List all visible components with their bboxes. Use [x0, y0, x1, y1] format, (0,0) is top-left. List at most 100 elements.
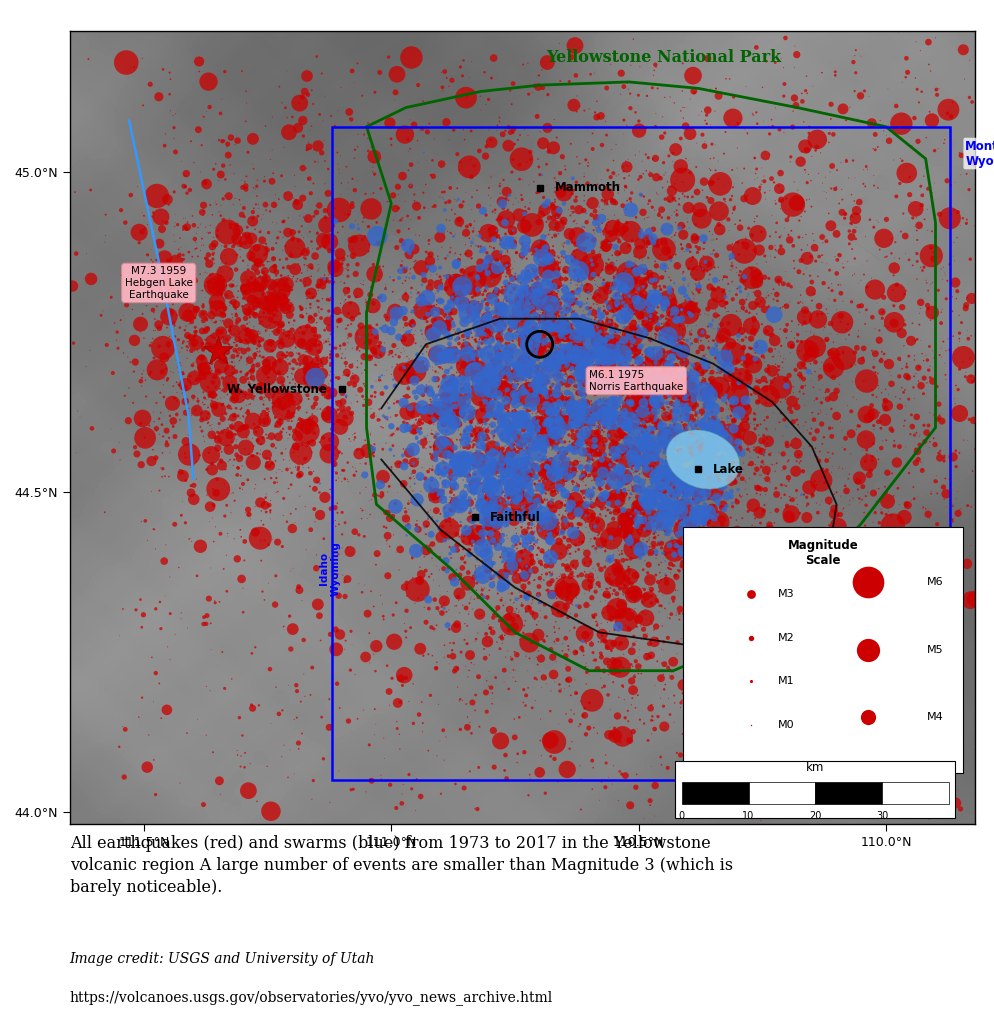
Point: [523, 540, 539, 556]
Point: [548, 465, 564, 481]
Point: [499, 342, 515, 358]
Point: [580, 300, 595, 316]
Point: [651, 503, 667, 519]
Point: [502, 414, 518, 430]
Point: [306, 328, 322, 344]
Point: [507, 430, 523, 446]
Point: [488, 293, 504, 309]
Point: [670, 386, 686, 402]
Point: [834, 293, 850, 309]
Point: [403, 327, 418, 343]
Point: [471, 531, 487, 548]
Point: [646, 447, 662, 464]
Point: [515, 395, 531, 412]
Point: [671, 386, 687, 402]
Point: [272, 289, 288, 305]
Point: [746, 406, 761, 422]
Point: [196, 797, 212, 813]
Point: [641, 571, 657, 588]
Point: [965, 218, 981, 234]
Point: [405, 313, 420, 330]
Point: [568, 98, 583, 115]
Point: [893, 360, 909, 377]
Point: [465, 529, 481, 546]
Point: [405, 456, 420, 472]
Point: [478, 525, 494, 542]
Point: [468, 308, 484, 325]
Point: [650, 414, 666, 430]
Point: [610, 503, 626, 519]
Point: [911, 217, 926, 233]
Point: [315, 273, 331, 290]
Point: [856, 643, 872, 659]
Point: [427, 485, 443, 502]
Point: [392, 694, 408, 711]
Point: [657, 526, 673, 543]
Point: [530, 643, 546, 659]
Point: [222, 341, 238, 357]
Point: [813, 228, 829, 245]
Point: [596, 400, 612, 417]
Point: [261, 296, 277, 312]
Point: [673, 376, 689, 392]
Point: [739, 347, 754, 364]
Point: [780, 679, 796, 695]
Point: [478, 339, 494, 355]
Point: [427, 452, 443, 468]
Point: [595, 371, 611, 387]
Point: [288, 584, 304, 600]
Point: [459, 327, 475, 343]
Point: [367, 356, 383, 373]
Point: [298, 360, 314, 377]
Point: [614, 659, 630, 676]
Point: [344, 196, 360, 212]
Point: [957, 215, 973, 231]
Point: [296, 377, 312, 393]
Point: [651, 597, 667, 613]
Point: [813, 65, 829, 81]
Point: [500, 544, 516, 560]
Point: [830, 246, 846, 262]
Point: [560, 445, 576, 462]
Point: [257, 275, 273, 292]
Point: [613, 394, 629, 411]
Point: [616, 392, 632, 409]
Point: [554, 370, 570, 386]
Point: [593, 626, 609, 642]
Point: [678, 484, 694, 501]
Point: [293, 411, 309, 427]
Point: [678, 431, 694, 447]
Point: [294, 436, 310, 453]
Point: [739, 350, 754, 367]
Point: [514, 383, 530, 399]
Point: [615, 486, 631, 503]
Point: [690, 229, 706, 246]
Point: [716, 145, 732, 162]
Point: [510, 411, 526, 427]
Point: [566, 474, 581, 490]
Point: [620, 622, 636, 638]
Point: [538, 243, 554, 259]
Point: [234, 340, 249, 356]
Point: [584, 410, 600, 426]
Point: [879, 464, 895, 480]
Point: [675, 110, 691, 126]
Point: [714, 377, 730, 393]
Point: [645, 366, 661, 382]
Point: [777, 378, 793, 394]
Point: [106, 314, 122, 331]
Point: [554, 313, 570, 330]
Point: [481, 221, 497, 238]
Point: [307, 248, 323, 264]
Point: [485, 568, 501, 585]
Point: [515, 350, 531, 367]
Point: [268, 470, 284, 486]
Point: [189, 225, 205, 242]
Point: [377, 281, 393, 297]
Point: [891, 369, 907, 385]
Point: [746, 310, 761, 327]
Point: [471, 311, 487, 328]
Point: [262, 505, 278, 521]
Point: [603, 381, 619, 397]
Point: [696, 564, 712, 581]
